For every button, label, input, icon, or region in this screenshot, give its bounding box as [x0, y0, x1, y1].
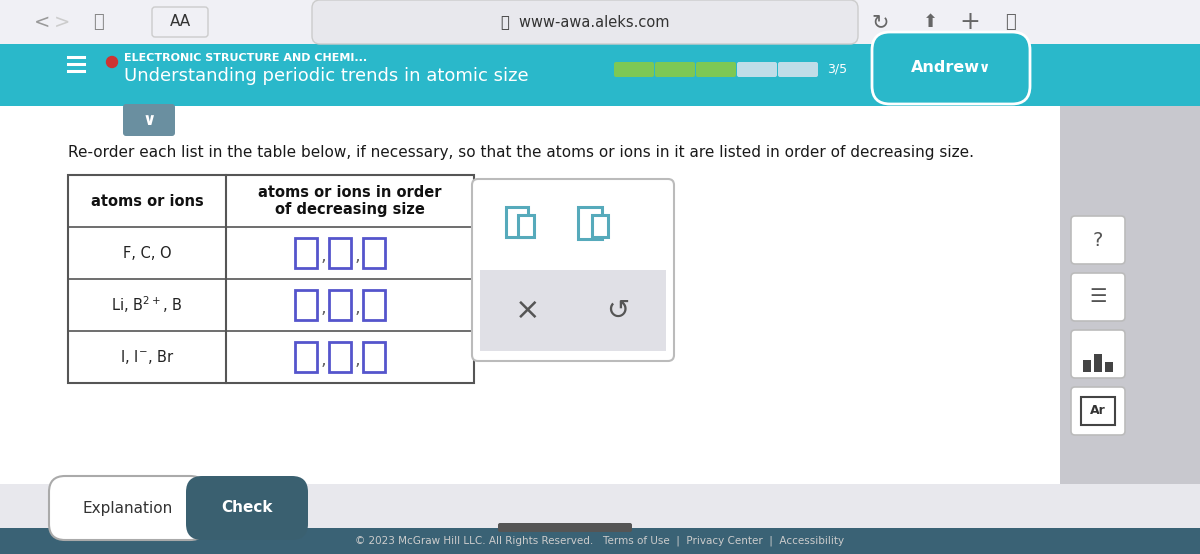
Text: +: + [960, 10, 980, 34]
Text: ,: , [354, 247, 360, 265]
FancyBboxPatch shape [49, 476, 206, 540]
Text: Understanding periodic trends in atomic size: Understanding periodic trends in atomic … [124, 67, 529, 85]
FancyBboxPatch shape [472, 179, 674, 361]
Circle shape [107, 57, 118, 68]
FancyBboxPatch shape [1072, 216, 1126, 264]
Text: © 2023 McGraw Hill LLC. All Rights Reserved.   Terms of Use  |  Privacy Center  : © 2023 McGraw Hill LLC. All Rights Reser… [355, 536, 845, 546]
FancyBboxPatch shape [872, 32, 1030, 104]
Bar [0, 0, 1200, 44]
Bar [295, 238, 317, 268]
Bar [578, 207, 602, 239]
FancyBboxPatch shape [1072, 273, 1126, 321]
Bar [1084, 360, 1091, 372]
FancyBboxPatch shape [312, 0, 858, 44]
Bar [295, 342, 317, 372]
Text: Li, B$^{2+}$, B: Li, B$^{2+}$, B [112, 295, 182, 315]
Text: atoms or ions: atoms or ions [91, 193, 203, 208]
Bar [0, 528, 1200, 554]
Text: ELECTRONIC STRUCTURE AND CHEMI...: ELECTRONIC STRUCTURE AND CHEMI... [124, 53, 367, 63]
Text: ↻: ↻ [871, 12, 889, 32]
Bar [518, 214, 534, 237]
Bar [329, 238, 352, 268]
FancyBboxPatch shape [655, 62, 695, 77]
Text: 3/5: 3/5 [827, 63, 847, 76]
FancyBboxPatch shape [737, 62, 778, 77]
FancyBboxPatch shape [778, 62, 818, 77]
Text: <: < [34, 13, 50, 32]
FancyBboxPatch shape [498, 523, 632, 532]
Text: ☰: ☰ [1090, 288, 1106, 306]
Bar [1060, 106, 1200, 504]
Bar [329, 342, 352, 372]
Bar [592, 214, 608, 237]
Text: ×: × [515, 296, 541, 325]
Text: ,: , [320, 299, 326, 317]
Text: 🔒  www-awa.aleks.com: 🔒 www-awa.aleks.com [500, 14, 670, 29]
Text: Ar: Ar [1090, 404, 1106, 418]
Text: atoms or ions in order
of decreasing size: atoms or ions in order of decreasing siz… [258, 185, 442, 217]
Bar [480, 270, 666, 351]
Bar [329, 290, 352, 320]
Bar [68, 175, 474, 383]
FancyBboxPatch shape [1072, 387, 1126, 435]
Text: ∨: ∨ [979, 61, 991, 75]
Bar [364, 238, 385, 268]
Text: ,: , [320, 351, 326, 369]
Bar [1105, 362, 1114, 372]
FancyBboxPatch shape [614, 62, 654, 77]
Text: ⎘: ⎘ [1004, 13, 1015, 31]
Text: ∨: ∨ [143, 111, 156, 129]
Bar [364, 290, 385, 320]
Bar [295, 290, 317, 320]
FancyBboxPatch shape [1072, 330, 1126, 378]
Text: Andrew: Andrew [911, 60, 979, 75]
Text: Explanation: Explanation [83, 500, 173, 516]
Text: ,: , [354, 299, 360, 317]
Text: ?: ? [1093, 230, 1103, 249]
Text: 📖: 📖 [92, 13, 103, 31]
Text: Re-order each list in the table below, if necessary, so that the atoms or ions i: Re-order each list in the table below, i… [68, 145, 974, 160]
Text: ↺: ↺ [606, 296, 630, 325]
Bar [0, 44, 1200, 106]
FancyBboxPatch shape [696, 62, 736, 77]
Text: ⬆: ⬆ [923, 13, 937, 31]
Bar [1094, 354, 1102, 372]
Text: ,: , [354, 351, 360, 369]
FancyBboxPatch shape [152, 7, 208, 37]
Bar [506, 207, 528, 237]
FancyBboxPatch shape [124, 104, 175, 136]
Bar [1081, 397, 1115, 425]
Bar [0, 484, 1200, 528]
Bar [0, 106, 1060, 504]
Text: F, C, O: F, C, O [122, 245, 172, 260]
FancyBboxPatch shape [186, 476, 308, 540]
Text: ,: , [320, 247, 326, 265]
Bar [364, 342, 385, 372]
Text: >: > [54, 13, 70, 32]
Text: AA: AA [169, 14, 191, 29]
Text: I, I$^{-}$, Br: I, I$^{-}$, Br [120, 348, 174, 366]
Text: Check: Check [221, 500, 272, 516]
